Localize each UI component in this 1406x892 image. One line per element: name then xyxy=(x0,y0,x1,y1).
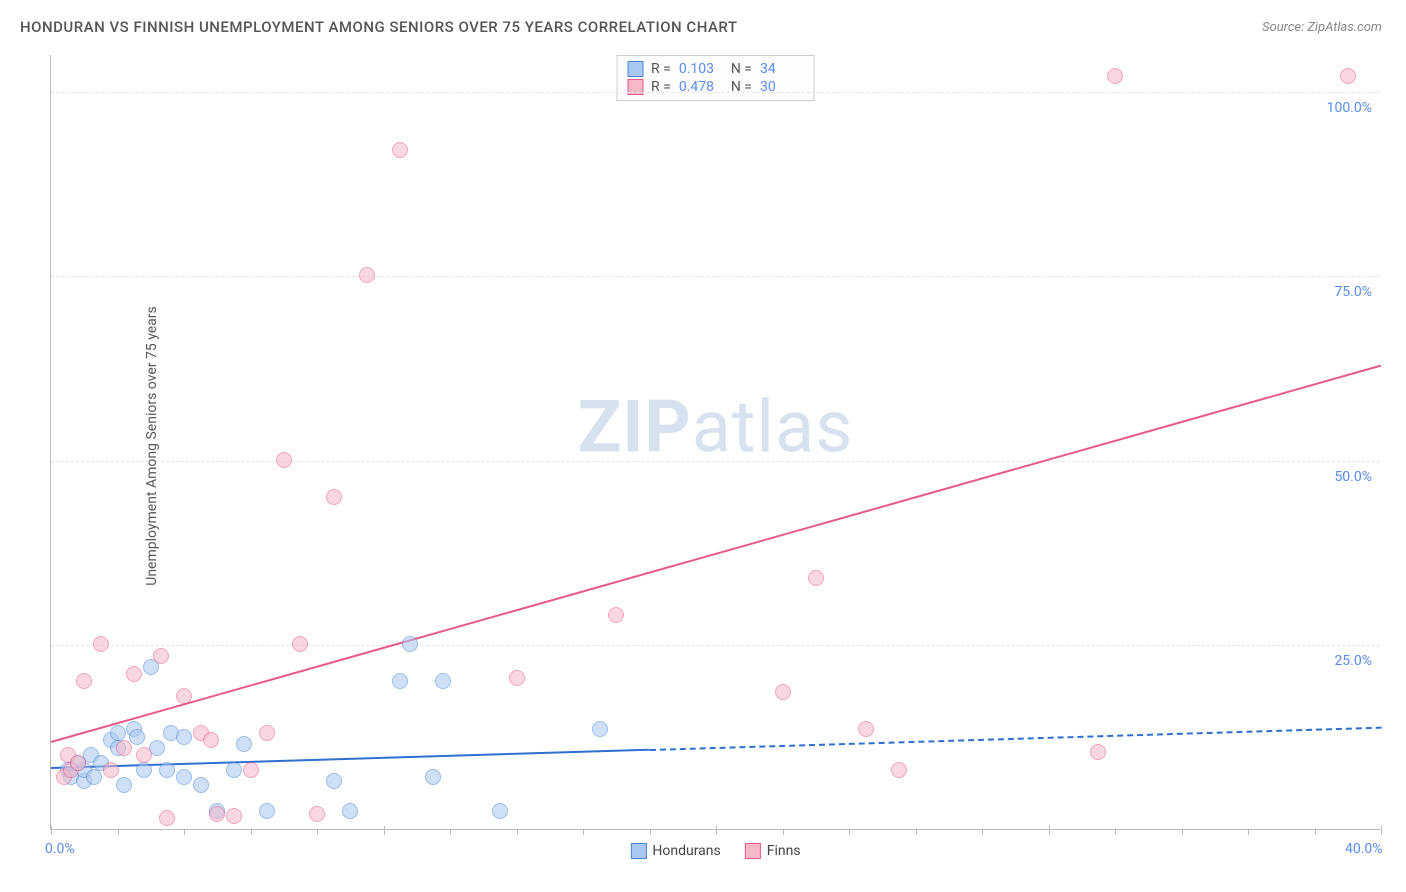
x-tick xyxy=(916,830,917,835)
data-point xyxy=(243,762,259,778)
data-point xyxy=(276,452,292,468)
x-tick xyxy=(849,830,850,835)
x-tick xyxy=(982,830,983,835)
data-point xyxy=(608,607,624,623)
legend-swatch-hondurans xyxy=(630,843,646,859)
legend-item-finns: Finns xyxy=(745,843,801,859)
x-tick xyxy=(1381,826,1382,835)
series-legend: Hondurans Finns xyxy=(630,843,800,859)
data-point xyxy=(509,670,525,686)
n-value-hondurans: 34 xyxy=(760,61,804,77)
x-tick xyxy=(783,830,784,835)
x-tick xyxy=(1248,830,1249,835)
data-point xyxy=(326,773,342,789)
gridline xyxy=(51,276,1380,277)
data-point xyxy=(70,755,86,771)
legend-swatch-finns xyxy=(745,843,761,859)
data-point xyxy=(116,777,132,793)
x-tick xyxy=(51,826,52,835)
gridline xyxy=(51,461,1380,462)
data-point xyxy=(891,762,907,778)
data-point xyxy=(392,673,408,689)
x-tick xyxy=(1182,830,1183,835)
r-value-hondurans: 0.103 xyxy=(679,61,723,77)
trend-line xyxy=(51,365,1382,743)
data-point xyxy=(292,636,308,652)
data-point xyxy=(86,769,102,785)
data-point xyxy=(259,725,275,741)
data-point xyxy=(103,762,119,778)
data-point xyxy=(402,636,418,652)
data-point xyxy=(203,732,219,748)
data-point xyxy=(93,636,109,652)
data-point xyxy=(176,729,192,745)
watermark: ZIPatlas xyxy=(578,384,854,469)
data-point xyxy=(226,808,242,824)
x-tick xyxy=(450,830,451,835)
data-point xyxy=(259,803,275,819)
data-point xyxy=(136,762,152,778)
correlation-stats-box: R = 0.103 N = 34 R = 0.478 N = 30 xyxy=(616,55,815,101)
data-point xyxy=(359,267,375,283)
y-tick-label: 25.0% xyxy=(1334,653,1372,669)
data-point xyxy=(858,721,874,737)
data-point xyxy=(129,729,145,745)
data-point xyxy=(226,762,242,778)
data-point xyxy=(176,688,192,704)
data-point xyxy=(193,777,209,793)
y-tick-label: 100.0% xyxy=(1327,100,1372,116)
data-point xyxy=(209,806,225,822)
data-point xyxy=(76,673,92,689)
data-point xyxy=(1340,68,1356,84)
x-tick xyxy=(1115,830,1116,835)
data-point xyxy=(342,803,358,819)
x-tick xyxy=(317,830,318,835)
y-tick-label: 75.0% xyxy=(1334,284,1372,300)
x-tick xyxy=(1049,826,1050,835)
x-tick xyxy=(583,830,584,835)
scatter-plot-area: ZIPatlas R = 0.103 N = 34 R = 0.478 N = … xyxy=(50,55,1380,830)
data-point xyxy=(176,769,192,785)
x-tick xyxy=(650,830,651,835)
x-tick xyxy=(184,830,185,835)
gridline xyxy=(51,92,1380,93)
chart-title: HONDURAN VS FINNISH UNEMPLOYMENT AMONG S… xyxy=(20,18,738,36)
data-point xyxy=(136,747,152,763)
data-point xyxy=(309,806,325,822)
x-tick xyxy=(251,830,252,835)
data-point xyxy=(435,673,451,689)
x-tick-label: 0.0% xyxy=(45,841,75,857)
source-attribution: Source: ZipAtlas.com xyxy=(1262,20,1382,35)
data-point xyxy=(492,803,508,819)
trend-line xyxy=(649,727,1381,751)
x-tick xyxy=(517,830,518,835)
data-point xyxy=(808,570,824,586)
data-point xyxy=(236,736,252,752)
swatch-hondurans xyxy=(627,61,643,77)
x-tick xyxy=(1315,830,1316,835)
data-point xyxy=(1090,744,1106,760)
y-tick-label: 50.0% xyxy=(1334,469,1372,485)
data-point xyxy=(392,142,408,158)
data-point xyxy=(425,769,441,785)
data-point xyxy=(110,725,126,741)
data-point xyxy=(116,740,132,756)
stats-row-hondurans: R = 0.103 N = 34 xyxy=(627,60,804,78)
x-tick xyxy=(716,826,717,835)
data-point xyxy=(326,489,342,505)
gridline xyxy=(51,645,1380,646)
x-tick xyxy=(384,826,385,835)
data-point xyxy=(153,648,169,664)
legend-item-hondurans: Hondurans xyxy=(630,843,720,859)
x-tick-label: 40.0% xyxy=(1345,841,1383,857)
data-point xyxy=(1107,68,1123,84)
data-point xyxy=(592,721,608,737)
stats-row-finns: R = 0.478 N = 30 xyxy=(627,78,804,96)
data-point xyxy=(159,810,175,826)
data-point xyxy=(126,666,142,682)
data-point xyxy=(159,762,175,778)
data-point xyxy=(775,684,791,700)
x-tick xyxy=(118,830,119,835)
